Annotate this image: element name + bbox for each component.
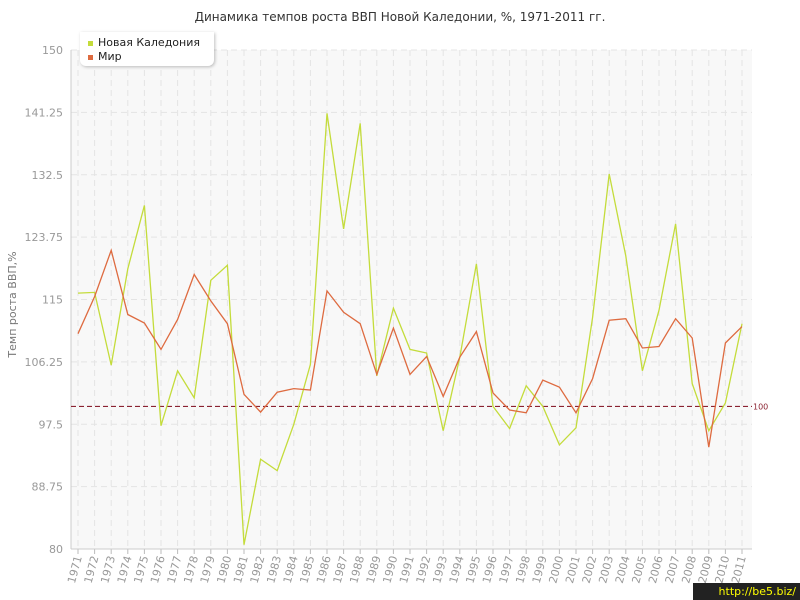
chart-title: Динамика темпов роста ВВП Новой Каледони… [194,10,606,24]
y-axis-title: Темп роста ВВП,% [6,251,19,358]
series-line-world [77,248,743,448]
y-tick-label: 88.75 [32,481,64,494]
y-tick-label: 115 [42,294,63,307]
y-tick-label: 123.75 [25,231,64,244]
reference-line-label: 100 [753,402,768,411]
y-tick-label: 150 [42,44,63,57]
legend-label-world: Мир [98,50,122,63]
y-tick-label: 141.25 [25,106,64,119]
x-tick-label: 2011 [729,554,749,584]
y-tick-label: 132.5 [32,169,64,182]
legend-swatch-world [88,54,93,60]
legend-swatch-new-caledonia [88,40,93,46]
legend-label-new-caledonia: Новая Каледония [98,36,200,49]
chart-legend[interactable]: Новая Каледония Мир [80,32,214,66]
watermark-link[interactable]: http://be5.biz/ [693,583,800,600]
series-line-new-caledonia [77,113,743,545]
legend-item-world[interactable]: Мир [88,50,122,63]
y-tick-label: 106.25 [25,356,64,369]
legend-item-new-caledonia[interactable]: Новая Каледония [88,36,200,49]
y-tick-label: 97.5 [39,418,64,431]
y-tick-label: 80 [49,543,63,556]
